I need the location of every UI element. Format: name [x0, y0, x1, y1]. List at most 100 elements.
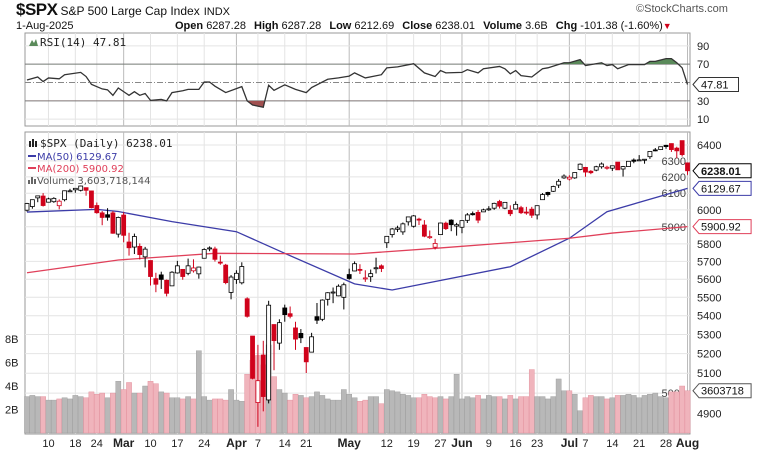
ma50-line [26, 187, 688, 291]
candle-body [669, 143, 674, 150]
candle-body [40, 195, 46, 206]
volume-bar [673, 391, 680, 434]
volume-bar [40, 396, 46, 434]
volume-bar [550, 396, 557, 434]
candle-body [46, 198, 51, 203]
candle-body [636, 159, 642, 162]
candle-body [486, 208, 492, 211]
candle-body [588, 170, 594, 174]
candle-body [325, 292, 331, 300]
candle-body [502, 201, 508, 209]
volume-bar [577, 410, 583, 434]
volume-bar [566, 390, 573, 434]
candle-body [131, 236, 137, 248]
candle-body [94, 205, 100, 214]
volume-bar [357, 401, 363, 434]
volume-bar [142, 385, 148, 434]
volume-bar [641, 395, 648, 434]
candle-body [223, 264, 229, 284]
volume-bar [373, 396, 379, 434]
volume-bar [281, 392, 288, 434]
volume-bar [67, 398, 73, 434]
volume-bar [625, 394, 632, 434]
candle-body [298, 332, 304, 339]
candle-body [260, 354, 266, 397]
candle-body [475, 211, 481, 221]
stockcharts-logo[interactable]: ©StockCharts.com [636, 3, 728, 15]
candle-body [427, 236, 433, 239]
candle-body [357, 268, 363, 271]
exchange: INDX [203, 6, 230, 18]
x-tick-label: 9 [486, 438, 492, 450]
candle-body [362, 277, 368, 280]
volume-bar [502, 398, 508, 434]
candlestick-legend-icon [29, 139, 37, 147]
candle-body [658, 146, 664, 150]
volume-bar [120, 389, 127, 434]
candle-body [577, 163, 583, 170]
volume-tick-label: 6B [5, 358, 18, 370]
rsi-legend-icon [29, 39, 38, 46]
x-tick-label: 14 [606, 438, 618, 450]
candle-body [470, 213, 476, 216]
candle-body [507, 209, 513, 215]
candle-body [620, 166, 626, 170]
volume-bar [663, 397, 669, 434]
candle-body [35, 195, 41, 199]
volume-bar [421, 394, 428, 434]
candle-body [416, 218, 422, 221]
candle-body [379, 265, 384, 269]
candle-body [207, 247, 212, 250]
volume-bar [303, 397, 310, 434]
volume-bar [389, 390, 395, 434]
volume-bar [206, 399, 213, 434]
candle-body [148, 260, 153, 277]
x-tick-label: 21 [300, 438, 312, 450]
volume-bar [335, 399, 342, 434]
candle-body [164, 279, 170, 294]
volume-bar [110, 392, 116, 434]
volume-legend: Volume 3,603,718,144 [37, 176, 151, 187]
price-tick-label: 6300 [662, 156, 686, 168]
volume-bar [72, 395, 79, 434]
candle-body [276, 322, 282, 344]
volume-bar [443, 398, 449, 434]
open-value: 6287.28 [206, 20, 246, 32]
volume-bar [416, 397, 422, 434]
volume-bar [238, 401, 245, 434]
x-tick-label: 17 [171, 438, 183, 450]
candle-body [566, 176, 572, 180]
rsi-tick-label: 10 [697, 114, 709, 126]
candle-body [336, 285, 341, 297]
volume-bar [233, 399, 240, 434]
candle-body [556, 180, 562, 186]
price-tick-label: 5400 [697, 311, 721, 323]
candle-body [491, 202, 497, 209]
x-tick-label: Apr [226, 436, 247, 450]
price-panel [24, 131, 691, 435]
candle-body [250, 335, 255, 379]
ma50-value-tag: 6129.67 [701, 183, 741, 195]
candle-body [56, 200, 62, 207]
price-value-tag-box [692, 163, 752, 179]
volume-value: 3.6B [525, 20, 548, 32]
volume-bar [475, 395, 481, 434]
candle-body [191, 267, 196, 272]
candle-body [72, 187, 78, 191]
volume-bar [593, 396, 600, 434]
price-tick-label: 6000 [697, 205, 721, 217]
candle-body [497, 201, 502, 207]
candle-body [674, 147, 680, 152]
x-tick-label: 23 [531, 438, 543, 450]
candle-body [679, 140, 685, 156]
candle-body [443, 222, 449, 230]
candle-body [421, 224, 427, 237]
candle-body [180, 268, 186, 277]
volume-bar [346, 394, 353, 434]
candle-body [142, 248, 148, 258]
volume-bar [486, 395, 492, 434]
candle-body [293, 327, 298, 340]
candle-body [352, 263, 357, 272]
volume-bar [244, 374, 250, 434]
